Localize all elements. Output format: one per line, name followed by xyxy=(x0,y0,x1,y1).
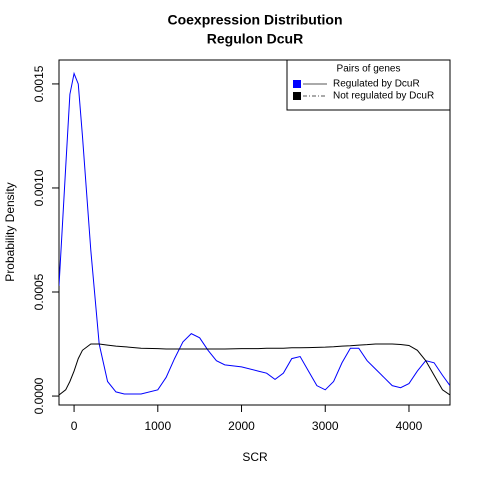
legend-title: Pairs of genes xyxy=(337,64,401,75)
y-tick-label: 0.0015 xyxy=(32,65,46,102)
x-tick-label: 4000 xyxy=(396,419,423,433)
y-axis-label: Probability Density xyxy=(3,182,17,281)
chart-title: Regulon DcuR xyxy=(207,31,303,47)
legend-label: Not regulated by DcuR xyxy=(333,91,434,102)
x-tick-label: 3000 xyxy=(312,419,339,433)
legend-box xyxy=(286,59,451,111)
plot-frame xyxy=(58,59,451,406)
y-tick-label: 0.0010 xyxy=(32,169,46,206)
x-tick-label: 0 xyxy=(71,419,78,433)
x-tick-label: 2000 xyxy=(228,419,255,433)
y-tick-label: 0.0000 xyxy=(32,377,46,414)
y-tick-label: 0.0005 xyxy=(32,273,46,310)
legend-swatch xyxy=(293,92,301,100)
legend-swatch xyxy=(293,80,301,88)
data-line xyxy=(59,343,450,396)
x-tick-label: 1000 xyxy=(144,419,171,433)
legend-label: Regulated by DcuR xyxy=(333,79,420,90)
data-line xyxy=(59,71,450,395)
x-axis-label: SCR xyxy=(242,450,268,464)
chart-title: Coexpression Distribution xyxy=(167,12,342,28)
